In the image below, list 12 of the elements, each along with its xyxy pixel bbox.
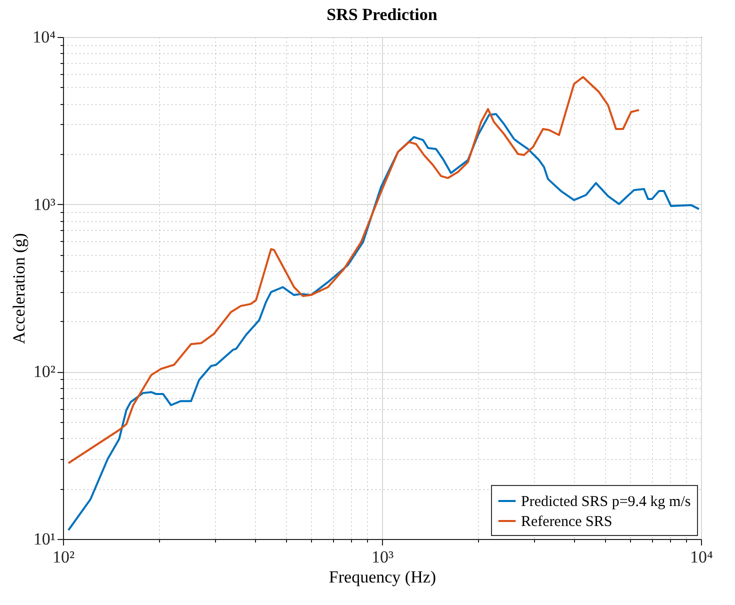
y-tick-label: 10¹ [33,530,56,548]
legend-label: Reference SRS [521,514,612,530]
legend-label: Predicted SRS p=9.4 kg m/s [521,494,691,510]
chart-title: SRS Prediction [326,5,438,24]
x-tick-label: 10⁴ [690,548,714,566]
x-tick-label: 10³ [371,548,394,566]
x-tick-label: 10² [52,548,75,566]
y-axis-title: Acceleration (g) [10,233,29,344]
y-tick-label: 10² [33,362,56,382]
x-axis-title: Frequency (Hz) [328,568,436,586]
y-tick-label: 10⁴ [32,28,56,46]
y-tick-label: 10³ [33,194,56,214]
